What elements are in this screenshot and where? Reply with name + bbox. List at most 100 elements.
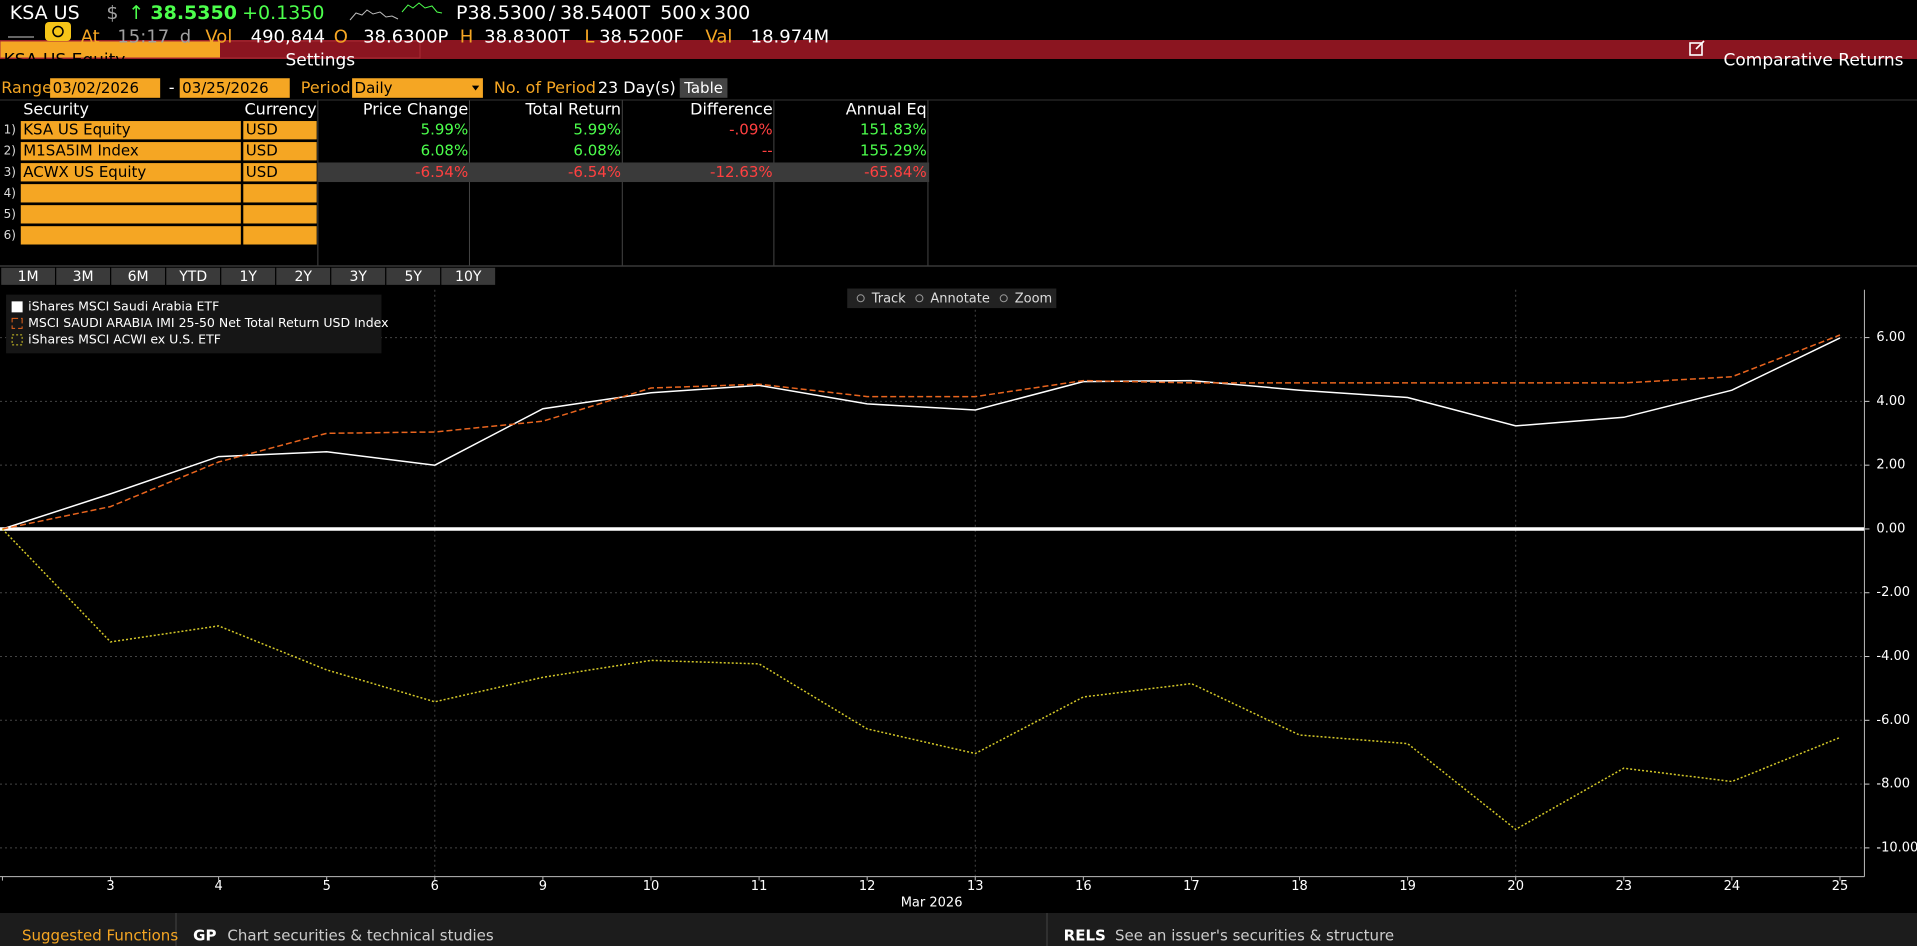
period-value[interactable]: Daily — [355, 79, 393, 97]
legend-box — [6, 294, 382, 354]
tool-button[interactable]: Annotate — [930, 291, 989, 306]
range-button-bg[interactable] — [386, 267, 441, 285]
header-high: 38.8300T — [484, 26, 570, 47]
header-price: 38.5350 — [150, 2, 237, 24]
start-date-field[interactable] — [50, 78, 161, 98]
range-button[interactable]: 5Y — [404, 269, 422, 285]
y-tick-label: -8.00 — [1876, 777, 1910, 792]
tool-button-bg[interactable] — [998, 289, 1056, 307]
security-cell[interactable] — [20, 226, 241, 245]
header-ask: 38.5400T — [560, 2, 651, 24]
header-ticker: KSA US — [10, 2, 80, 24]
header-bid: P38.5300 — [456, 2, 546, 24]
column-header: Total Return — [525, 100, 622, 119]
legend-label: iShares MSCI Saudi Arabia ETF — [28, 298, 219, 313]
function-code[interactable]: GP — [193, 926, 216, 944]
security-cell-text[interactable]: KSA US Equity — [23, 121, 130, 139]
header-arrow: ↑ — [128, 2, 144, 24]
end-date[interactable]: 03/25/2026 — [182, 79, 268, 97]
currency-cell[interactable] — [243, 142, 317, 161]
tool-icon — [915, 294, 924, 303]
range-button-bg[interactable] — [276, 267, 331, 285]
row-number: 2) — [4, 144, 16, 158]
security-cell[interactable] — [20, 121, 241, 140]
currency-cell[interactable] — [243, 121, 317, 140]
function-title: Comparative Returns — [1724, 51, 1904, 71]
range-button-bg[interactable] — [221, 267, 276, 285]
range-button[interactable]: 3Y — [349, 269, 367, 285]
function-code[interactable]: RELS — [1064, 926, 1106, 944]
security-cell-text[interactable]: ACWX US Equity — [23, 163, 146, 181]
security-cell[interactable] — [20, 142, 241, 161]
x-tick-label: 6 — [431, 879, 439, 894]
currency-cell[interactable] — [243, 226, 317, 245]
footer-bar — [0, 913, 1917, 946]
range-button[interactable]: YTD — [178, 269, 207, 285]
row-number: 4) — [4, 186, 16, 200]
series-line — [2, 334, 1841, 530]
range-dash: - — [169, 78, 175, 97]
status-icon — [8, 22, 71, 41]
security-cell[interactable] — [20, 163, 241, 182]
value-cell: -- — [762, 142, 773, 160]
start-date[interactable]: 03/02/2026 — [53, 79, 139, 97]
range-button-bg[interactable] — [166, 267, 221, 285]
tool-button-bg[interactable] — [855, 289, 911, 307]
table-button-bg[interactable] — [679, 78, 728, 98]
header-val-label: Val — [705, 26, 732, 47]
range-button-bg[interactable] — [331, 267, 386, 285]
x-tick-label: 24 — [1724, 879, 1741, 894]
range-button-bg[interactable] — [1, 267, 56, 285]
header-high-label: H — [460, 26, 474, 47]
header-time-flag: d — [180, 26, 191, 47]
range-button[interactable]: 1M — [18, 269, 39, 285]
range-button[interactable]: 3M — [73, 269, 94, 285]
x-tick-label: 3 — [106, 879, 114, 894]
periods-value: 23 Day(s) — [598, 78, 676, 97]
security-name[interactable]: KSA US Equity — [4, 51, 126, 71]
currency-cell[interactable] — [243, 184, 317, 203]
function-description[interactable]: Chart securities & technical studies — [227, 926, 493, 944]
y-tick-label: -10.00 — [1876, 840, 1917, 855]
range-button[interactable]: 10Y — [455, 269, 482, 285]
value-cell: -.09% — [729, 121, 773, 139]
range-button-bg[interactable] — [56, 267, 111, 285]
legend-swatch — [11, 317, 23, 329]
currency-cell[interactable] — [243, 163, 317, 182]
function-description[interactable]: See an issuer's securities & structure — [1115, 926, 1394, 944]
end-date-field[interactable] — [179, 78, 290, 98]
header-ask-size: 300 — [714, 2, 750, 24]
range-button-bg[interactable] — [441, 267, 496, 285]
header-time: 15:17 — [117, 26, 169, 47]
tool-button[interactable]: Zoom — [1015, 291, 1052, 306]
period-field[interactable] — [352, 78, 483, 98]
range-button[interactable]: 1Y — [239, 269, 257, 285]
currency-cell-text: USD — [246, 163, 278, 181]
range-button[interactable]: 6M — [128, 269, 149, 285]
tool-button[interactable]: Track — [871, 291, 906, 306]
legend-swatch — [11, 334, 23, 346]
x-tick-label: 11 — [751, 879, 768, 894]
x-tick-label: 9 — [539, 879, 547, 894]
security-cell-text[interactable]: M1SA5IM Index — [23, 142, 139, 160]
range-button[interactable]: 2Y — [294, 269, 312, 285]
x-tick-label: 23 — [1616, 879, 1633, 894]
currency-cell[interactable] — [243, 205, 317, 224]
security-box[interactable] — [0, 41, 220, 58]
value-cell: 5.99% — [421, 121, 469, 139]
x-tick-label: 12 — [859, 879, 876, 894]
x-axis-label: Mar 2026 — [901, 895, 963, 910]
settings-tab[interactable]: Settings — [285, 51, 355, 71]
table-button[interactable]: Table — [683, 79, 723, 97]
security-cell[interactable] — [20, 184, 241, 203]
settings-tab — [0, 40, 421, 59]
tool-icon — [856, 294, 865, 303]
security-cell[interactable] — [20, 205, 241, 224]
header-times: x — [699, 2, 710, 24]
x-tick-label: 25 — [1832, 879, 1849, 894]
y-tick-label: -2.00 — [1876, 585, 1910, 600]
tool-button-bg[interactable] — [914, 289, 994, 307]
range-button-bg[interactable] — [111, 267, 166, 285]
